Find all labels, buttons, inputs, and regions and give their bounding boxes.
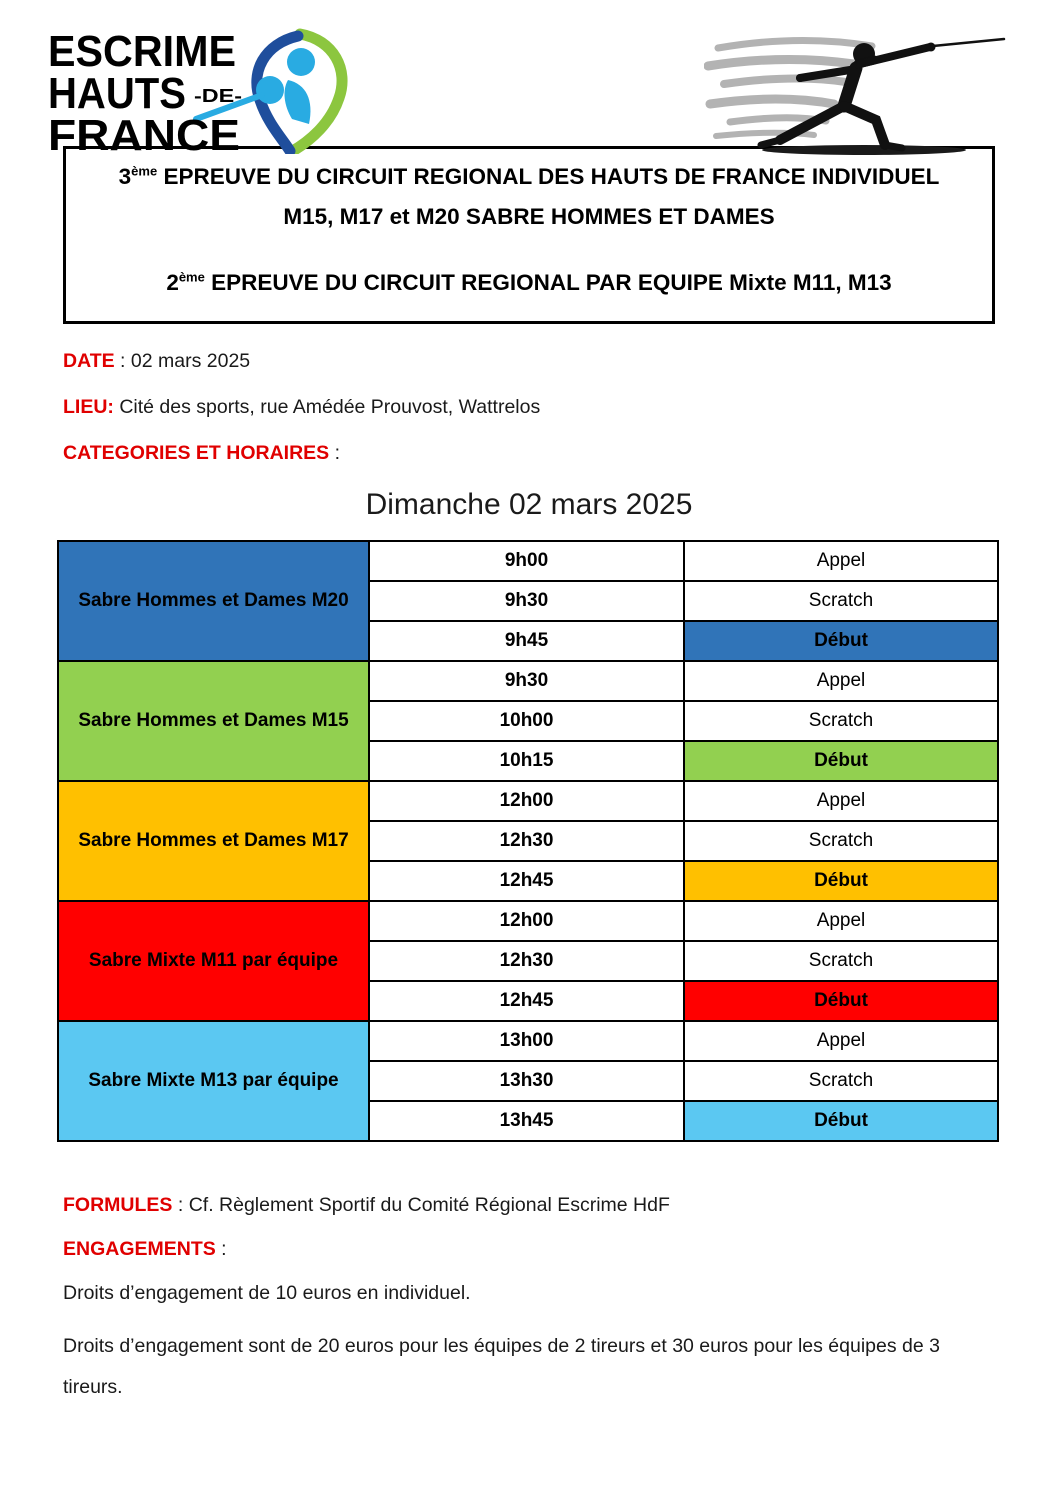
phase-cell: Scratch	[683, 820, 999, 863]
fees-team-line: Droits d’engagement sont de 20 euros pou…	[63, 1335, 940, 1399]
lieu-value: Cité des sports, rue Amédée Prouvost, Wa…	[113, 396, 541, 419]
escrime-hdf-logo: ESCRIME HAUTS -DE- FRANCE	[48, 27, 348, 154]
table-row: 10h15 Début	[58, 740, 999, 783]
speed-lines	[704, 36, 876, 139]
time-cell: 13h30	[368, 1060, 685, 1103]
time-cell: 12h00	[368, 780, 685, 823]
category-cell-m17: Sabre Hommes et Dames M17	[57, 780, 370, 903]
date-value: 02 mars 2025	[130, 350, 251, 373]
time-cell: 12h45	[368, 860, 685, 903]
phase-cell: Scratch	[683, 940, 999, 983]
lieu-label: LIEU:	[63, 396, 114, 419]
time-cell: 9h45	[368, 620, 685, 663]
debut-cell: Début	[683, 860, 999, 903]
debut-cell: Début	[683, 980, 999, 1023]
time-cell: 9h30	[368, 660, 685, 703]
phase-cell: Appel	[683, 780, 999, 823]
ordinal-sup: ème	[178, 269, 205, 285]
time-cell: 13h45	[368, 1100, 685, 1143]
table-row: 12h30 Scratch	[58, 820, 999, 863]
ordinal-sup: ème	[131, 163, 158, 179]
table-row: Sabre Hommes et Dames M15 9h30 Appel	[57, 660, 999, 783]
table-row: Sabre Mixte M11 par équipe 12h00 Appel	[57, 900, 999, 1023]
category-cell-m11: Sabre Mixte M11 par équipe	[57, 900, 370, 1023]
table-row: 10h00 Scratch	[58, 700, 999, 743]
title-box: 3ème EPREUVE DU CIRCUIT REGIONAL DES HAU…	[63, 146, 995, 325]
phase-cell: Scratch	[683, 580, 999, 623]
phase-cell: Scratch	[683, 1060, 999, 1103]
fencer-shadow	[762, 145, 966, 155]
logo-text-france: FRANCE	[48, 111, 240, 154]
logo-fencer-emblem	[193, 28, 348, 154]
engagements-line: ENGAGEMENTS :	[63, 1238, 227, 1261]
date-line: DATE : 02 mars 2025	[63, 350, 251, 373]
table-row: 13h30 Scratch	[58, 1060, 999, 1103]
fencer-figure	[757, 37, 1006, 152]
title-line-2: M15, M17 et M20 SABRE HOMMES ET DAMES	[283, 204, 775, 230]
table-row: 9h45 Début	[58, 620, 999, 663]
phase-cell: Appel	[683, 900, 999, 943]
logo-text-de: -DE-	[194, 86, 242, 106]
debut-cell: Début	[683, 740, 999, 783]
debut-cell: Début	[683, 1100, 999, 1143]
footer-section: FORMULES : Cf. Règlement Sportif du Comi…	[63, 1194, 995, 1408]
title-line-3: 2ème EPREUVE DU CIRCUIT REGIONAL PAR EQU…	[166, 269, 892, 296]
time-cell: 9h00	[368, 540, 685, 583]
table-row: 12h45 Début	[58, 860, 999, 903]
time-cell: 12h30	[368, 940, 685, 983]
title-line-1: 3ème EPREUVE DU CIRCUIT REGIONAL DES HAU…	[118, 163, 940, 190]
time-cell: 12h30	[368, 820, 685, 863]
schedule-table: Sabre Hommes et Dames M20 9h00 Appel 9h3…	[57, 540, 999, 1143]
formules-label: FORMULES	[63, 1194, 173, 1217]
table-row: Sabre Hommes et Dames M17 12h00 Appel	[57, 780, 999, 903]
phase-cell: Appel	[683, 540, 999, 583]
logo-text-hauts: HAUTS	[48, 69, 186, 118]
debut-cell: Début	[683, 620, 999, 663]
table-row: 12h30 Scratch	[58, 940, 999, 983]
table-row: 13h45 Début	[58, 1100, 999, 1143]
phase-cell: Appel	[683, 1020, 999, 1063]
table-row: 9h30 Scratch	[58, 580, 999, 623]
phase-cell: Scratch	[683, 700, 999, 743]
engagements-label: ENGAGEMENTS	[63, 1238, 216, 1261]
table-row: 12h45 Début	[58, 980, 999, 1023]
time-cell: 9h30	[368, 580, 685, 623]
time-cell: 13h00	[368, 1020, 685, 1063]
day-heading: Dimanche 02 mars 2025	[365, 488, 693, 522]
category-cell-m15: Sabre Hommes et Dames M15	[57, 660, 370, 783]
category-cell-m13: Sabre Mixte M13 par équipe	[57, 1020, 370, 1143]
table-row: Sabre Mixte M13 par équipe 13h00 Appel	[57, 1020, 999, 1143]
table-row: Sabre Hommes et Dames M20 9h00 Appel	[57, 540, 999, 663]
time-cell: 10h00	[368, 700, 685, 743]
logo-text-escrime: ESCRIME	[48, 27, 236, 76]
logo-wordmark: ESCRIME HAUTS -DE- FRANCE	[48, 27, 242, 154]
header: ESCRIME HAUTS -DE- FRANCE	[0, 0, 1058, 155]
formules-value: Cf. Règlement Sportif du Comité Régional…	[188, 1194, 670, 1217]
fees-individual-line: Droits d’engagement de 10 euros en indiv…	[63, 1282, 471, 1305]
lieu-line: LIEU: Cité des sports, rue Amédée Prouvo…	[63, 396, 995, 419]
info-section: DATE : 02 mars 2025 LIEU: Cité des sport…	[63, 350, 995, 465]
categories-line: CATEGORIES ET HORAIRES :	[63, 442, 341, 465]
category-cell-m20: Sabre Hommes et Dames M20	[57, 540, 370, 663]
phase-cell: Appel	[683, 660, 999, 703]
time-cell: 10h15	[368, 740, 685, 783]
fencer-illustration	[704, 36, 1006, 155]
date-label: DATE	[63, 350, 115, 373]
time-cell: 12h45	[368, 980, 685, 1023]
time-cell: 12h00	[368, 900, 685, 943]
formules-line: FORMULES : Cf. Règlement Sportif du Comi…	[63, 1194, 670, 1217]
categories-label: CATEGORIES ET HORAIRES	[63, 442, 330, 465]
